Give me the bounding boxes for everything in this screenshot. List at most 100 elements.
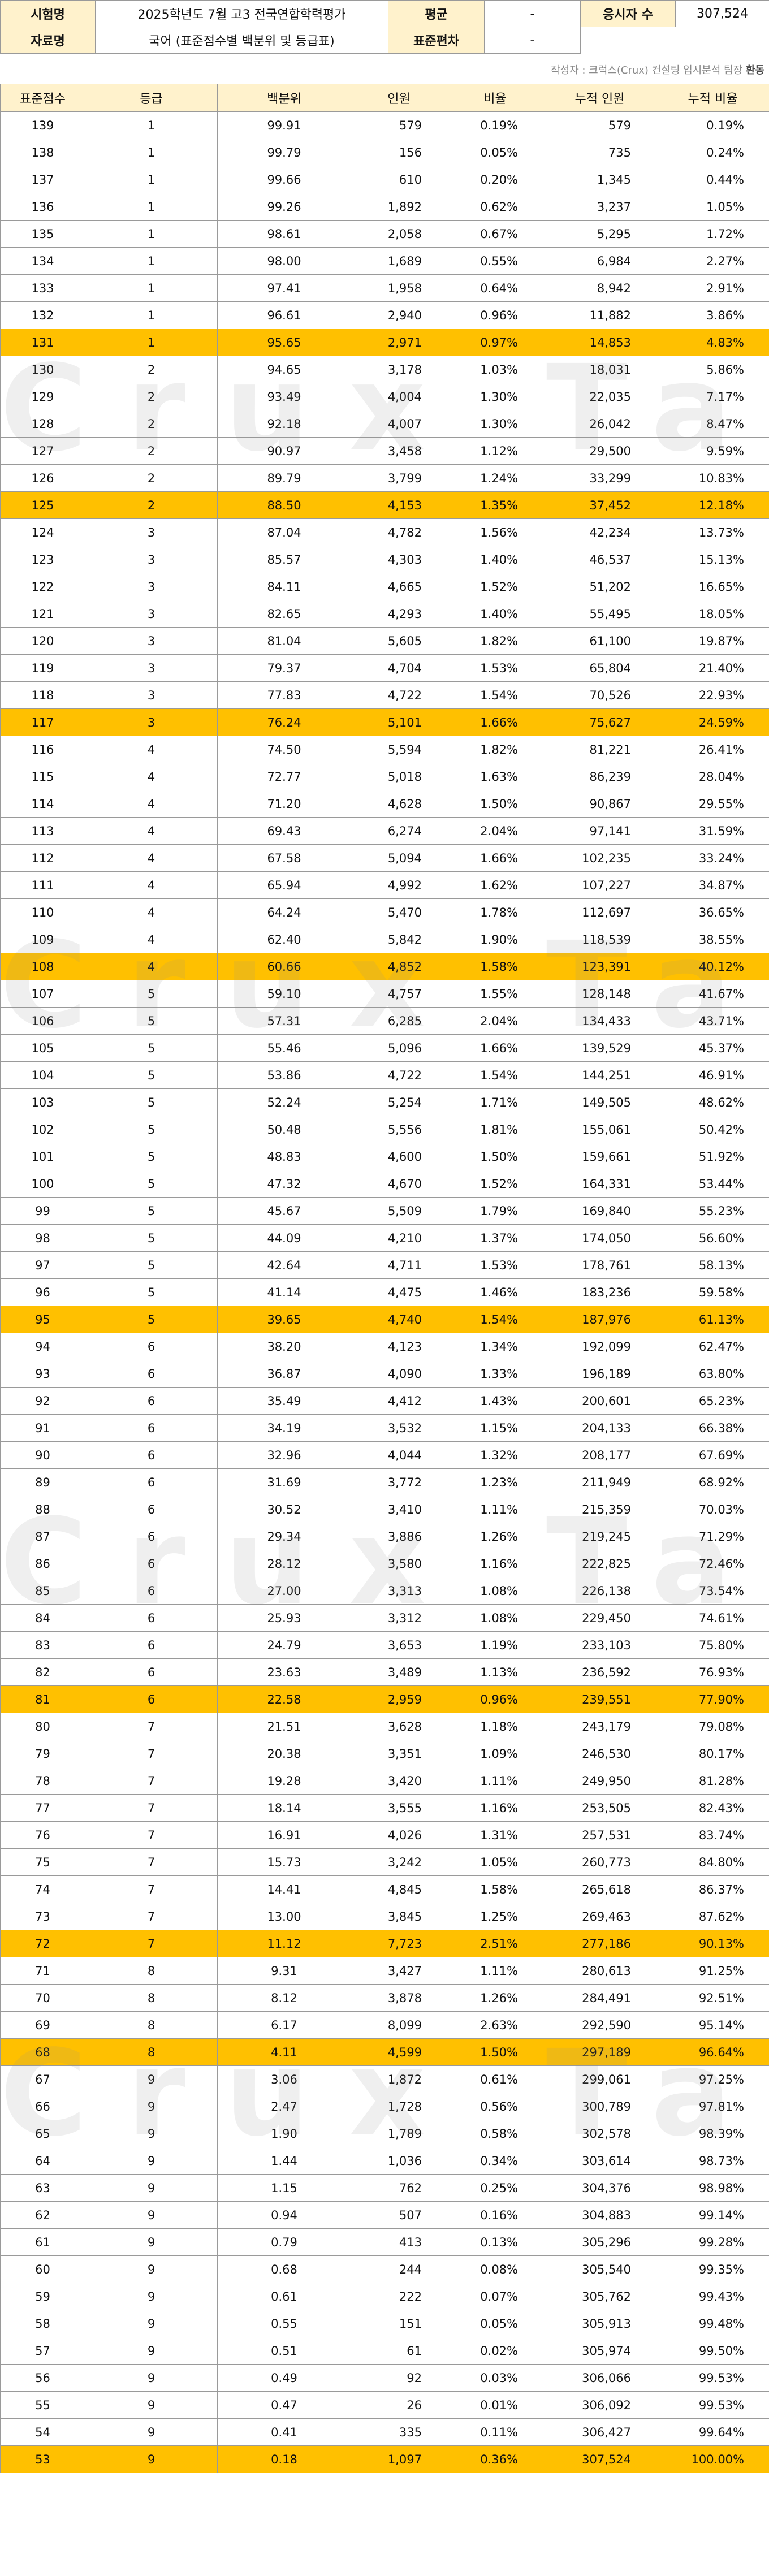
cell-score: 117 (0, 708, 85, 736)
cell-ratio: 1.37% (447, 1224, 543, 1252)
cell-ratio: 1.56% (447, 518, 543, 546)
table-row: 105 5 55.46 5,096 1.66% 139,529 45.37% (0, 1034, 769, 1062)
cell-count: 4,303 (351, 546, 447, 573)
cell-cum-ratio: 53.44% (656, 1170, 769, 1198)
cell-ratio: 1.54% (447, 1061, 543, 1089)
cell-grade: 2 (85, 491, 218, 519)
cell-count: 5,509 (351, 1197, 447, 1225)
table-row: 130 2 94.65 3,178 1.03% 18,031 5.86% (0, 356, 769, 383)
cell-cum-ratio: 38.55% (656, 926, 769, 953)
cell-cum-ratio: 16.65% (656, 573, 769, 600)
cell-grade: 5 (85, 1061, 218, 1089)
cell-score: 81 (0, 1685, 85, 1713)
cell-cum-ratio: 99.50% (656, 2337, 769, 2365)
cell-grade: 8 (85, 2038, 218, 2066)
cell-cum-count: 42,234 (543, 518, 656, 546)
cell-cum-ratio: 43.71% (656, 1007, 769, 1035)
cell-count: 4,475 (351, 1278, 447, 1306)
cell-grade: 9 (85, 2445, 218, 2473)
cell-cum-ratio: 86.37% (656, 1875, 769, 1903)
cell-grade: 5 (85, 1251, 218, 1279)
cell-cum-ratio: 36.65% (656, 898, 769, 926)
cell-percentile: 57.31 (217, 1007, 351, 1035)
cell-score: 115 (0, 763, 85, 790)
cell-percentile: 60.66 (217, 953, 351, 980)
cell-grade: 4 (85, 926, 218, 953)
cell-score: 121 (0, 600, 85, 628)
table-row: 103 5 52.24 5,254 1.71% 149,505 48.62% (0, 1088, 769, 1116)
cell-ratio: 1.19% (447, 1631, 543, 1659)
cell-percentile: 9.31 (217, 1957, 351, 1985)
cell-count: 5,094 (351, 844, 447, 872)
table-row: 76 7 16.91 4,026 1.31% 257,531 83.74% (0, 1821, 769, 1849)
cell-cum-count: 97,141 (543, 817, 656, 845)
cell-cum-count: 86,239 (543, 763, 656, 790)
table-row: 101 5 48.83 4,600 1.50% 159,661 51.92% (0, 1143, 769, 1170)
cell-cum-count: 243,179 (543, 1713, 656, 1740)
cell-count: 4,740 (351, 1306, 447, 1333)
cell-percentile: 14.41 (217, 1875, 351, 1903)
cell-score: 87 (0, 1523, 85, 1550)
cell-score: 136 (0, 193, 85, 221)
cell-grade: 6 (85, 1577, 218, 1605)
cell-percentile: 87.04 (217, 518, 351, 546)
cell-grade: 7 (85, 1713, 218, 1740)
cell-percentile: 76.24 (217, 708, 351, 736)
cell-grade: 3 (85, 573, 218, 600)
cell-grade: 4 (85, 736, 218, 763)
cell-percentile: 18.14 (217, 1794, 351, 1822)
table-row: 134 1 98.00 1,689 0.55% 6,984 2.27% (0, 247, 769, 275)
cell-grade: 8 (85, 2011, 218, 2039)
cell-score: 61 (0, 2228, 85, 2256)
table-row: 122 3 84.11 4,665 1.52% 51,202 16.65% (0, 573, 769, 600)
table-header-row: 표준점수 등급 백분위 인원 비율 누적 인원 누적 비율 (0, 84, 769, 112)
cell-cum-count: 178,761 (543, 1251, 656, 1279)
cell-cum-count: 144,251 (543, 1061, 656, 1089)
cell-percentile: 0.47 (217, 2391, 351, 2419)
cell-cum-count: 306,066 (543, 2364, 656, 2392)
cell-count: 3,178 (351, 356, 447, 383)
cell-cum-ratio: 84.80% (656, 1848, 769, 1876)
cell-ratio: 1.30% (447, 410, 543, 438)
cell-cum-count: 208,177 (543, 1441, 656, 1469)
cell-percentile: 27.00 (217, 1577, 351, 1605)
cell-cum-count: 70,526 (543, 681, 656, 709)
cell-count: 610 (351, 166, 447, 193)
cell-cum-ratio: 48.62% (656, 1088, 769, 1116)
cell-ratio: 1.81% (447, 1116, 543, 1143)
cell-ratio: 1.03% (447, 356, 543, 383)
cell-percentile: 29.34 (217, 1523, 351, 1550)
cell-grade: 5 (85, 1116, 218, 1143)
cell-percentile: 50.48 (217, 1116, 351, 1143)
cell-cum-ratio: 75.80% (656, 1631, 769, 1659)
cell-percentile: 94.65 (217, 356, 351, 383)
cell-count: 156 (351, 139, 447, 166)
table-row: 61 9 0.79 413 0.13% 305,296 99.28% (0, 2228, 769, 2256)
cell-percentile: 99.66 (217, 166, 351, 193)
table-row: 71 8 9.31 3,427 1.11% 280,613 91.25% (0, 1957, 769, 1985)
exam-info-row-1: 시험명 2025학년도 7월 고3 전국연합학력평가 평균 - 응시자 수 30… (0, 0, 769, 27)
cell-score: 109 (0, 926, 85, 953)
cell-ratio: 0.67% (447, 220, 543, 248)
cell-grade: 7 (85, 1794, 218, 1822)
cell-count: 1,872 (351, 2065, 447, 2093)
score-table: 표준점수 등급 백분위 인원 비율 누적 인원 누적 비율 139 1 99.91 579 0.19… (0, 84, 769, 2473)
cell-cum-ratio: 97.81% (656, 2093, 769, 2120)
table-row: 116 4 74.50 5,594 1.82% 81,221 26.41% (0, 736, 769, 763)
table-row: 74 7 14.41 4,845 1.58% 265,618 86.37% (0, 1875, 769, 1903)
table-row: 124 3 87.04 4,782 1.56% 42,234 13.73% (0, 518, 769, 546)
cell-percentile: 97.41 (217, 274, 351, 302)
cell-count: 5,254 (351, 1088, 447, 1116)
cell-cum-count: 215,359 (543, 1496, 656, 1523)
cell-grade: 3 (85, 708, 218, 736)
table-row: 83 6 24.79 3,653 1.19% 233,103 75.80% (0, 1631, 769, 1659)
cell-grade: 7 (85, 1767, 218, 1795)
table-row: 86 6 28.12 3,580 1.16% 222,825 72.46% (0, 1550, 769, 1577)
cell-percentile: 84.11 (217, 573, 351, 600)
cell-ratio: 1.18% (447, 1713, 543, 1740)
cell-grade: 9 (85, 2364, 218, 2392)
cell-cum-ratio: 46.91% (656, 1061, 769, 1089)
cell-count: 3,772 (351, 1468, 447, 1496)
cell-grade: 4 (85, 817, 218, 845)
cell-percentile: 72.77 (217, 763, 351, 790)
